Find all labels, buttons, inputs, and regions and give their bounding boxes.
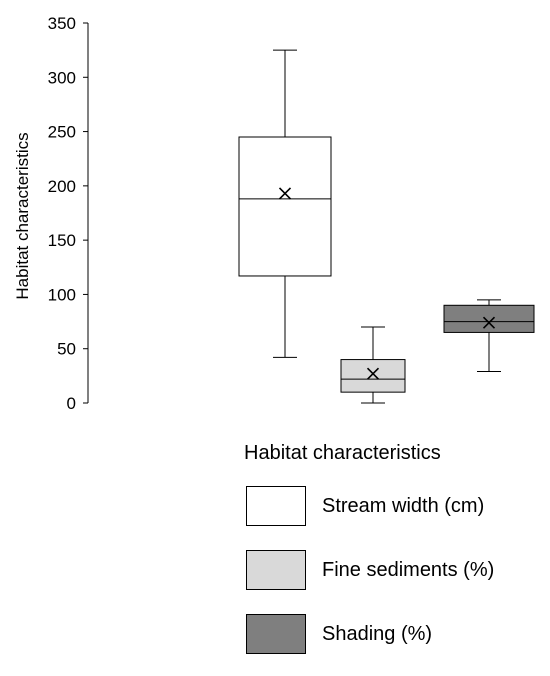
legend-swatch-fine-sediments — [246, 550, 306, 590]
y-tick-label: 350 — [48, 14, 76, 33]
legend-swatch-shading — [246, 614, 306, 654]
legend-label-fine-sediments: Fine sediments (%) — [322, 558, 495, 581]
box — [443, 304, 535, 333]
y-tick-label: 50 — [57, 340, 76, 359]
y-tick-label: 150 — [48, 231, 76, 250]
box-group — [238, 49, 332, 358]
mean-marker — [366, 367, 380, 380]
legend-item-stream-width: Stream width (cm) — [244, 484, 494, 528]
legend-item-fine-sediments: Fine sediments (%) — [244, 548, 494, 592]
y-tick-label: 200 — [48, 177, 76, 196]
legend-swatch-stream-width — [246, 486, 306, 526]
box-group — [443, 299, 535, 373]
mean-marker — [278, 187, 292, 200]
legend-label-shading: Shading (%) — [322, 622, 433, 645]
box-plot: Habitat characteristics 0 50 100 150 200 250 3… — [13, 14, 535, 413]
legend-title: Habitat characteristics — [244, 442, 441, 464]
box — [238, 136, 332, 277]
y-axis-label: Habitat characteristics — [13, 132, 32, 299]
legend-label-stream-width: Stream width (cm) — [322, 494, 485, 517]
y-tick-label: 100 — [48, 285, 76, 304]
mean-marker — [482, 316, 496, 329]
legend-item-shading: Shading (%) — [244, 612, 494, 656]
y-tick-label: 300 — [48, 68, 76, 87]
y-tick-label: 0 — [67, 394, 76, 413]
box — [340, 359, 406, 393]
box-group — [340, 326, 406, 404]
y-tick-label: 250 — [48, 123, 76, 142]
legend: Habitat characteristics Stream width (cm… — [244, 442, 494, 676]
